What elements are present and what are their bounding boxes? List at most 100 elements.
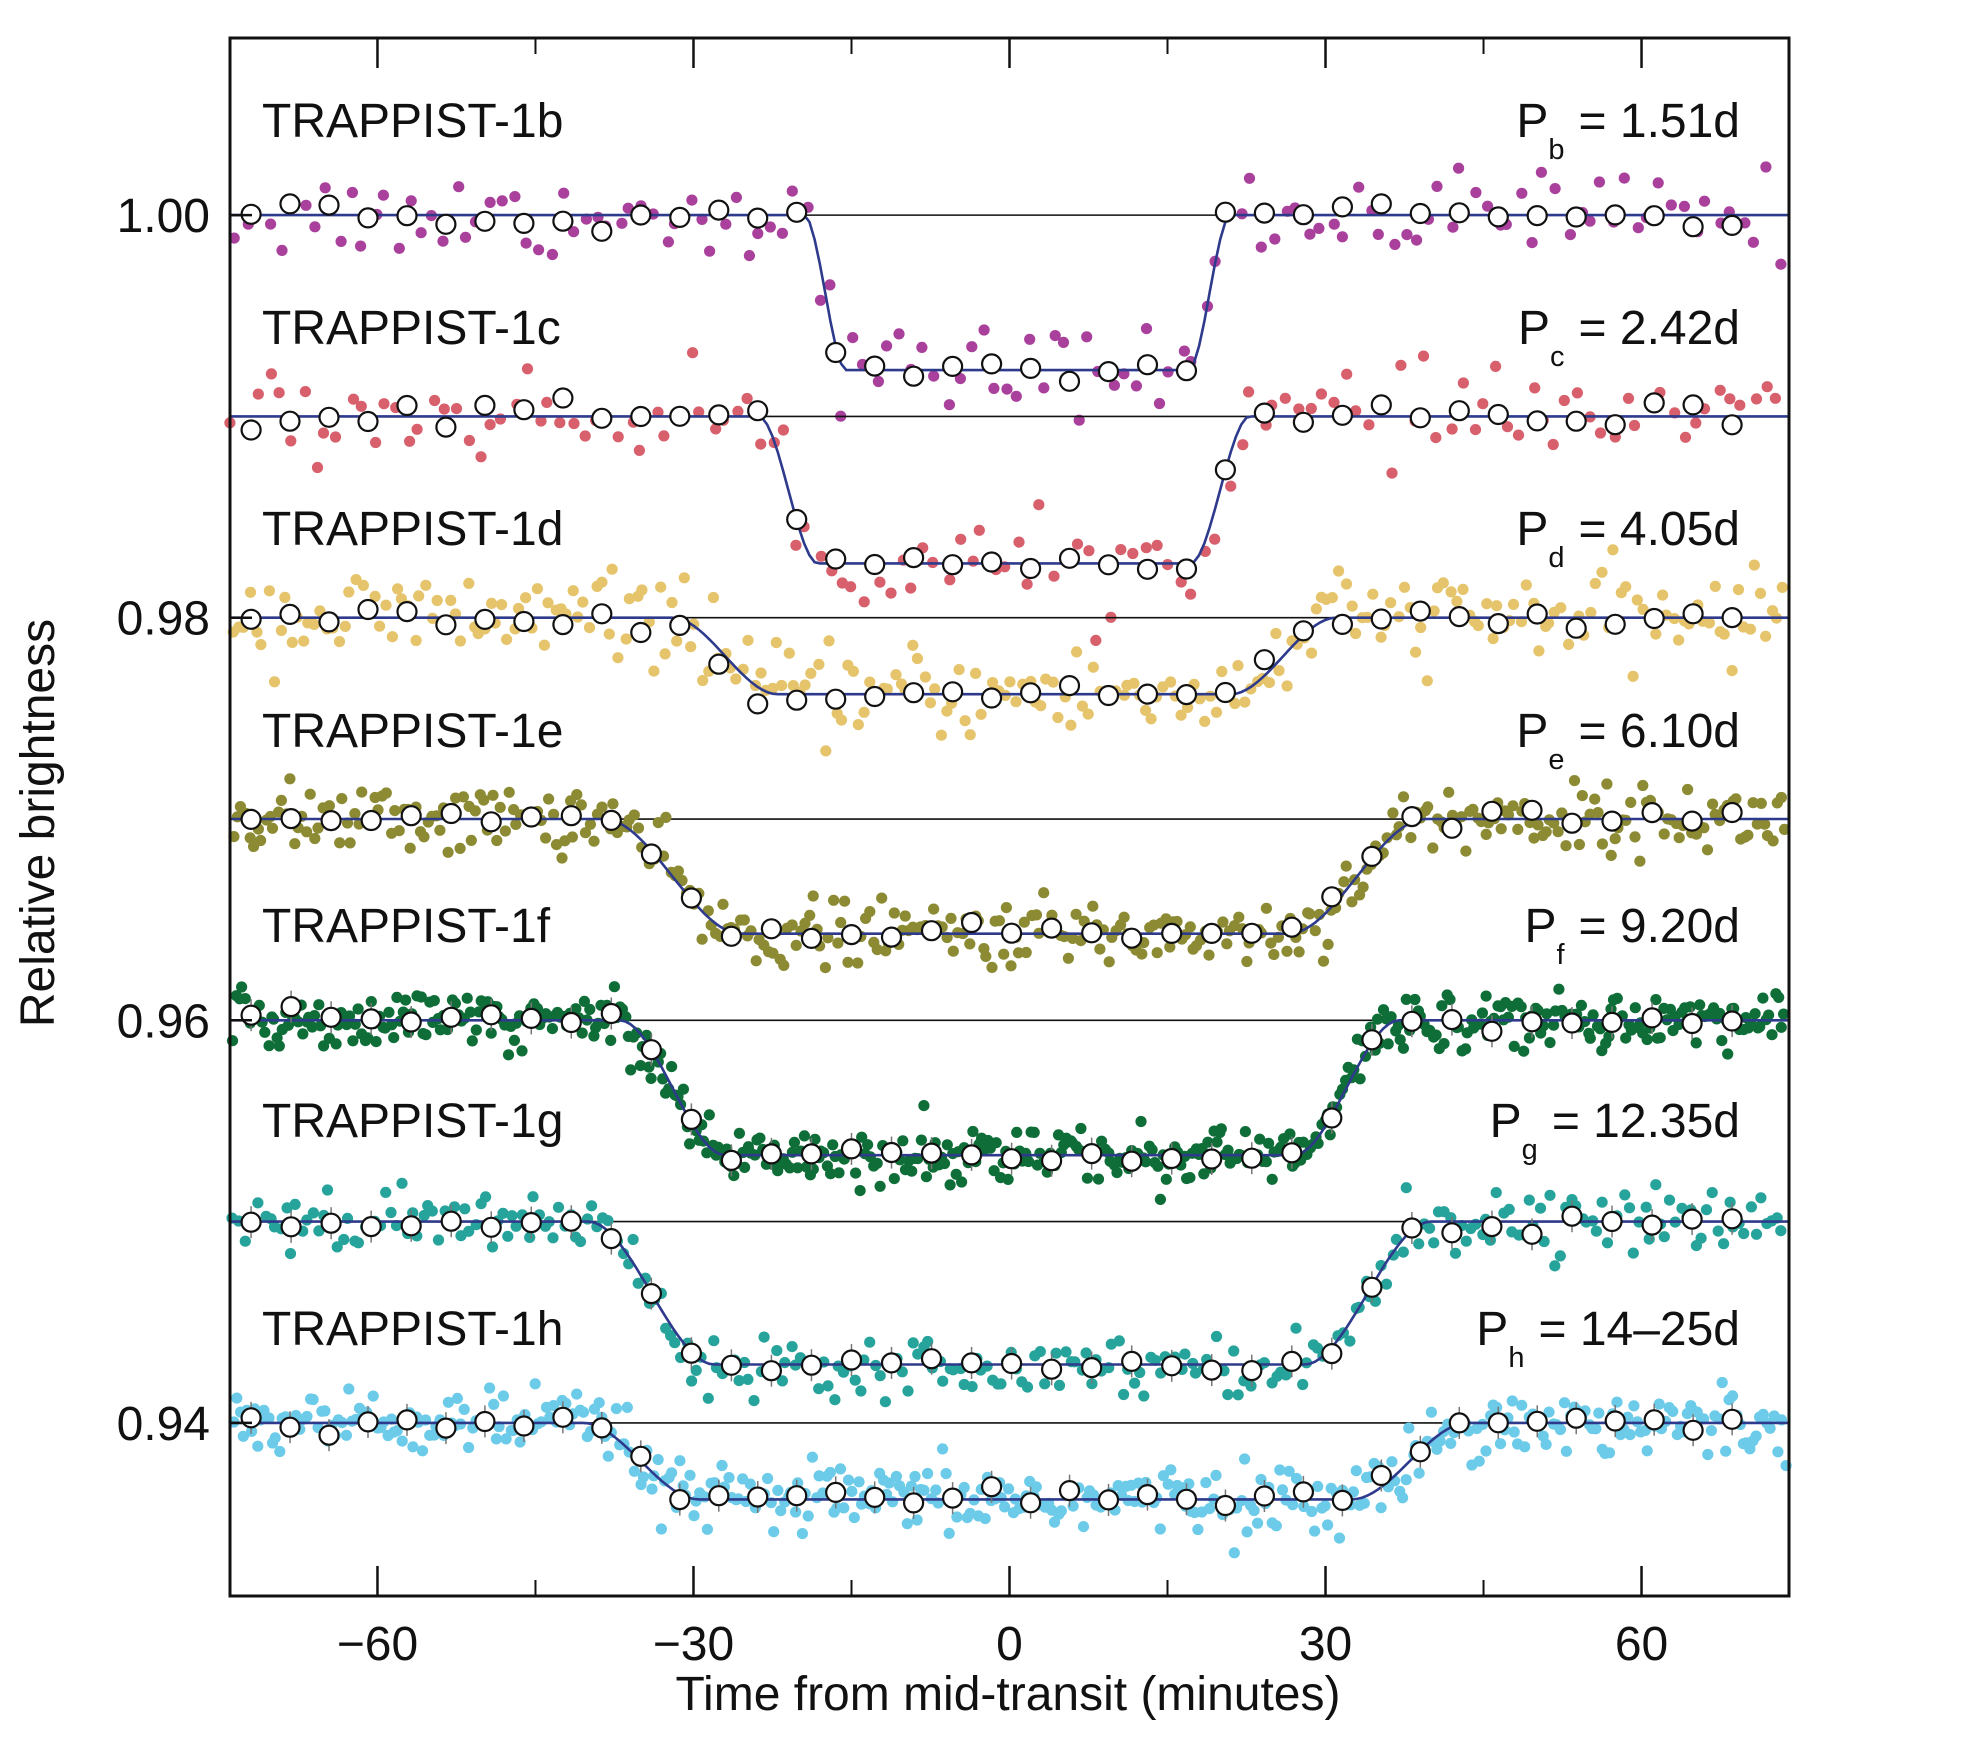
- data-point: [1754, 1021, 1766, 1033]
- data-point: [1663, 1194, 1676, 1206]
- data-point: [677, 1083, 690, 1095]
- planet-label: TRAPPIST-1g: [262, 1095, 563, 1148]
- binned-point: [240, 608, 262, 630]
- data-point: [897, 1135, 909, 1147]
- data-point: [627, 1233, 639, 1246]
- data-point: [1281, 680, 1293, 692]
- binned-point: [396, 205, 418, 227]
- data-point: [1775, 1225, 1787, 1237]
- data-point: [864, 676, 876, 688]
- data-point: [1165, 676, 1177, 688]
- data-point: [301, 826, 313, 838]
- data-point: [1140, 542, 1152, 554]
- data-point: [999, 1501, 1011, 1513]
- data-point: [568, 417, 580, 430]
- data-point: [804, 909, 816, 922]
- data-point: [1273, 665, 1285, 677]
- binned-point: [1481, 800, 1503, 822]
- data-point: [279, 591, 291, 604]
- data-point: [307, 1393, 319, 1406]
- data-point: [1628, 1400, 1640, 1412]
- data-point: [1587, 1009, 1599, 1021]
- data-point: [1609, 833, 1621, 845]
- data-point: [730, 191, 743, 203]
- binned-point: [279, 193, 301, 215]
- data-point: [1702, 1448, 1714, 1461]
- binned-point: [1401, 1217, 1423, 1239]
- data-point: [336, 793, 348, 805]
- data-point: [1392, 1019, 1405, 1031]
- data-point: [690, 1364, 702, 1376]
- data-point: [1140, 704, 1152, 717]
- data-point: [1340, 578, 1353, 590]
- binned-point: [1681, 1012, 1703, 1035]
- data-point: [1734, 399, 1746, 411]
- binned-point: [435, 614, 457, 636]
- data-point: [1761, 381, 1773, 393]
- data-point: [1053, 1379, 1066, 1391]
- data-point: [484, 1382, 496, 1394]
- binned-point: [1565, 617, 1587, 639]
- binned-point: [1331, 196, 1354, 218]
- data-point: [776, 679, 788, 692]
- data-point: [1620, 1032, 1632, 1044]
- binned-point: [747, 207, 769, 229]
- data-point: [1709, 580, 1721, 593]
- data-point: [772, 1165, 784, 1177]
- binned-point: [1241, 1147, 1263, 1169]
- data-point: [383, 1006, 395, 1018]
- data-point: [966, 1381, 978, 1393]
- data-point: [876, 892, 888, 904]
- data-point: [1515, 1001, 1527, 1013]
- data-point: [1283, 1465, 1295, 1477]
- data-point: [1413, 1238, 1425, 1250]
- binned-point: [1604, 414, 1626, 436]
- data-point: [1293, 946, 1305, 958]
- data-point: [370, 436, 382, 449]
- binned-point: [1526, 410, 1548, 432]
- data-point: [1673, 832, 1685, 844]
- data-point: [1338, 876, 1350, 888]
- binned-point: [1214, 1494, 1237, 1517]
- data-point: [1153, 397, 1166, 410]
- data-point: [1422, 801, 1434, 813]
- data-point: [1306, 1505, 1318, 1518]
- data-point: [1508, 1040, 1520, 1052]
- data-point: [554, 417, 566, 429]
- data-point: [485, 1027, 497, 1039]
- data-point: [1679, 431, 1692, 443]
- data-point: [1766, 1029, 1778, 1041]
- data-point: [499, 825, 511, 837]
- data-point: [1590, 1225, 1602, 1237]
- data-point: [993, 915, 1006, 927]
- data-point: [341, 1019, 353, 1031]
- data-point: [824, 279, 836, 291]
- data-point: [1623, 1202, 1636, 1214]
- binned-point: [1409, 600, 1431, 622]
- binned-point: [1643, 1409, 1665, 1431]
- data-point: [631, 1027, 643, 1039]
- data-point: [1400, 993, 1412, 1006]
- data-point: [666, 596, 678, 609]
- binned-point: [279, 603, 301, 626]
- data-point: [1413, 1467, 1425, 1479]
- data-point: [602, 1450, 614, 1462]
- data-point: [449, 997, 461, 1009]
- data-point: [1290, 1322, 1302, 1334]
- data-point: [451, 1392, 463, 1404]
- period-label: Pd = 4.05d: [1516, 503, 1740, 574]
- binned-point: [240, 419, 262, 441]
- data-point: [1773, 991, 1785, 1004]
- binned-point: [902, 1492, 925, 1514]
- data-point: [1274, 1464, 1286, 1476]
- data-point: [696, 213, 708, 225]
- data-point: [701, 1147, 713, 1159]
- data-point: [1501, 421, 1514, 433]
- data-point: [1328, 218, 1340, 230]
- binned-point: [1721, 606, 1743, 629]
- data-point: [1611, 992, 1623, 1005]
- binned-point: [960, 1144, 983, 1166]
- data-point: [1431, 180, 1443, 192]
- data-point: [833, 1167, 845, 1179]
- period-subscript: h: [1508, 1342, 1524, 1374]
